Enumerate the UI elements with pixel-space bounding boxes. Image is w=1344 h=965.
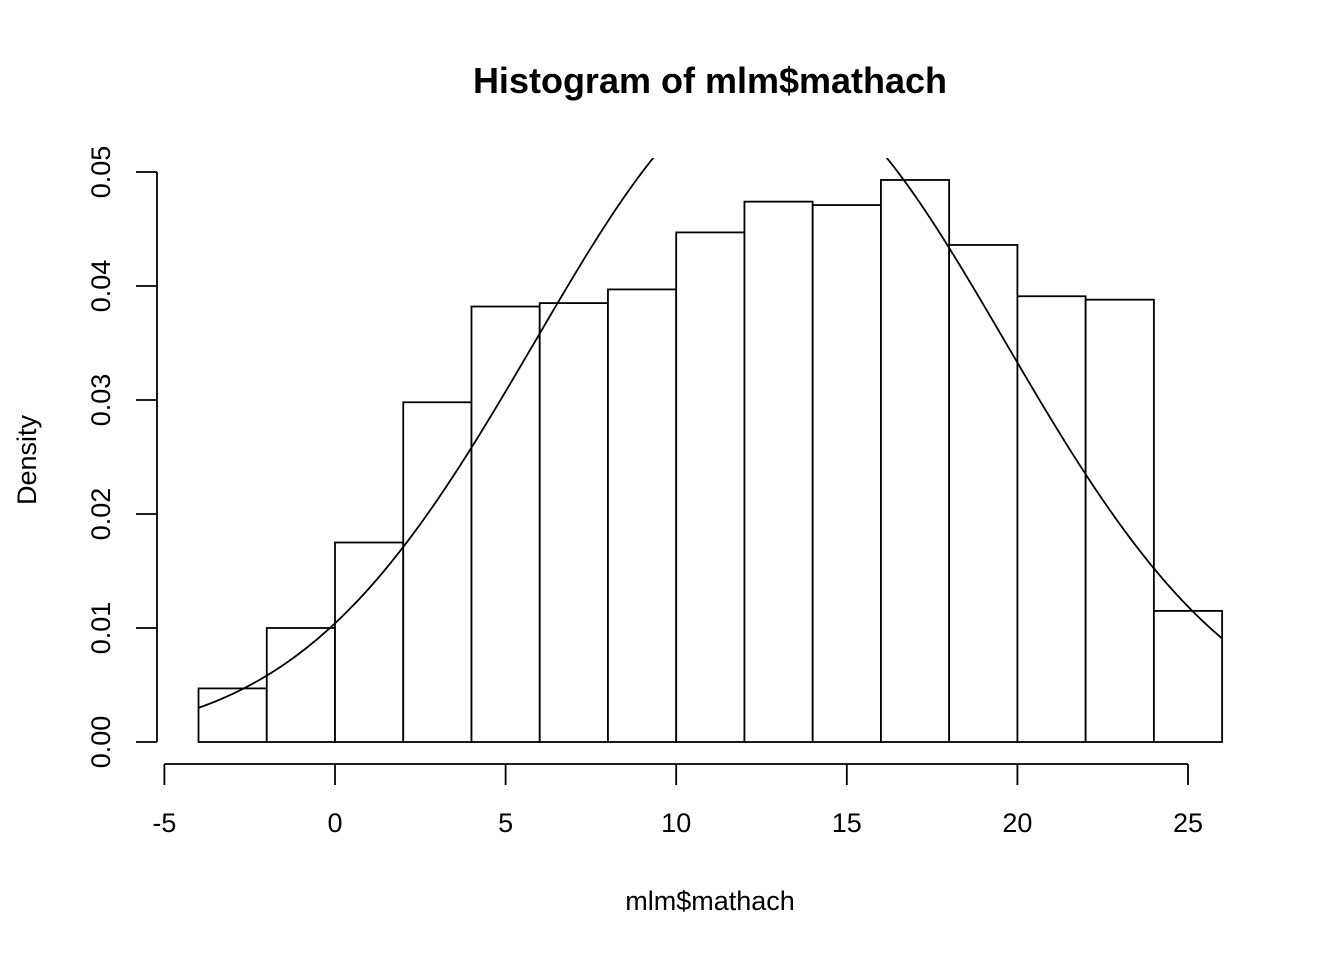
histogram-bar xyxy=(948,244,1019,743)
y-tick-label: 0.04 xyxy=(86,260,116,313)
histogram-bar xyxy=(470,305,541,743)
histogram-bar xyxy=(607,288,678,743)
histogram-bar xyxy=(675,231,746,743)
histogram-bar xyxy=(1016,295,1087,743)
y-tick-label: 0.00 xyxy=(86,716,116,769)
x-tick-label: 10 xyxy=(661,808,691,838)
x-tick-label: -5 xyxy=(152,808,176,838)
y-axis: 0.00 0.01 0.02 0.03 0.04 0.05 xyxy=(86,146,158,769)
density-curve xyxy=(198,158,1223,709)
x-axis: -5 0 5 10 15 20 25 xyxy=(152,763,1203,838)
histogram-bars xyxy=(197,179,1224,743)
x-tick-label: 20 xyxy=(1002,808,1032,838)
x-tick-label: 0 xyxy=(327,808,342,838)
y-tick-label: 0.01 xyxy=(86,602,116,655)
histogram-bar xyxy=(538,302,609,743)
histogram-bar xyxy=(1084,298,1155,743)
y-axis-label: Density xyxy=(12,414,42,505)
histogram-bar xyxy=(743,200,814,743)
x-tick-label: 25 xyxy=(1173,808,1203,838)
histogram-bar xyxy=(334,541,405,743)
x-tick-label: 15 xyxy=(832,808,862,838)
x-tick-label: 5 xyxy=(498,808,513,838)
y-tick-label: 0.03 xyxy=(86,374,116,427)
histogram-bar xyxy=(197,687,268,743)
chart-title: Histogram of mlm$mathach xyxy=(473,60,947,101)
histogram-bar xyxy=(265,627,336,743)
histogram-bar xyxy=(880,179,951,743)
histogram-bar xyxy=(1152,610,1224,743)
y-tick-label: 0.02 xyxy=(86,488,116,541)
histogram-bar xyxy=(811,204,882,743)
y-tick-label: 0.05 xyxy=(86,146,116,199)
x-axis-label: mlm$mathach xyxy=(625,886,795,916)
histogram-bar xyxy=(402,401,473,743)
